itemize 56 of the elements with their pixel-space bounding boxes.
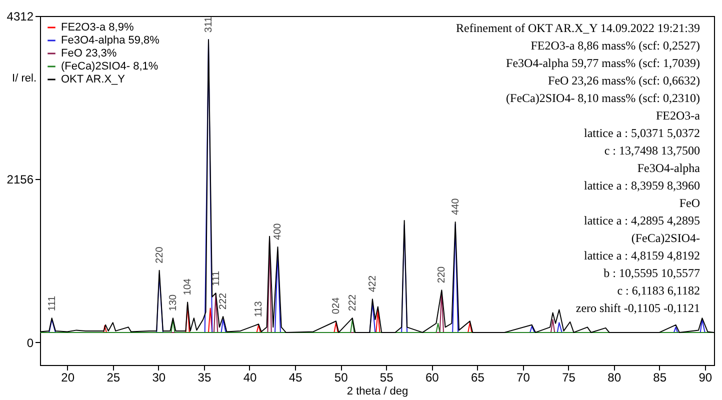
annotation: (FeCa)2SIO4- xyxy=(631,231,700,245)
y-tick-label: 2156 xyxy=(6,172,34,187)
y-tick-label: 4312 xyxy=(6,10,34,24)
y-tick-label: 0 xyxy=(26,336,34,350)
annotation: lattice a : 5,0371 5,0372 xyxy=(584,126,700,140)
legend-label: FeO 23,3% xyxy=(61,48,117,60)
annotation: 440 xyxy=(450,198,462,215)
x-tick-label: 35 xyxy=(198,370,212,384)
annotation: 024 xyxy=(331,296,342,314)
annotation: 130 xyxy=(168,294,179,312)
annotation: 220 xyxy=(154,246,166,264)
annotation: 113 xyxy=(254,300,265,318)
annotation: 220 xyxy=(436,266,448,284)
annotation: c : 13,7498 13,7500 xyxy=(604,144,700,158)
annotation: 111 xyxy=(210,270,222,286)
y-axis-title: I/ rel. xyxy=(12,72,36,84)
x-tick-label: 20 xyxy=(61,370,75,384)
legend-label: FE2O3-a 8,9% xyxy=(61,22,134,34)
x-axis-title: 2 theta / deg xyxy=(346,386,408,398)
annotation: lattice a : 4,2895 4,2895 xyxy=(584,214,700,228)
annotation: 422 xyxy=(367,275,378,292)
annotation: Fe3O4-alpha 59,77 mass% (scf: 1,7039) xyxy=(506,56,700,70)
annotation: b : 10,5595 10,5577 xyxy=(604,266,700,280)
x-tick-label: 45 xyxy=(288,370,303,384)
x-tick-label: 30 xyxy=(152,370,166,384)
legend-label: (FeCa)2SIO4- 8,1% xyxy=(61,60,158,72)
x-tick-label: 50 xyxy=(334,370,348,384)
x-tick-label: 25 xyxy=(106,370,120,384)
annotation: 111 xyxy=(46,295,58,312)
x-tick-label: 90 xyxy=(698,370,712,384)
annotation: lattice a : 4,8159 4,8192 xyxy=(584,248,700,262)
annotation: FeO 23,26 mass% (scf: 0,6632) xyxy=(548,74,700,88)
annotation: Fe3O4-alpha xyxy=(637,161,701,175)
annotation: lattice a : 8,3959 8,3960 xyxy=(584,178,700,192)
annotation: 104 xyxy=(182,278,194,296)
annotation: 400 xyxy=(272,222,284,240)
legend-label: OKT AR.X_Y xyxy=(61,74,126,86)
annotation: 222 xyxy=(218,292,230,310)
x-tick-label: 40 xyxy=(243,370,257,384)
x-tick-label: 60 xyxy=(425,370,440,384)
x-tick-label: 55 xyxy=(380,370,394,384)
x-tick-label: 80 xyxy=(608,370,622,384)
legend-label: Fe3O4-alpha 59,8% xyxy=(61,34,160,46)
annotation: FE2O3-a xyxy=(656,108,701,122)
x-tick-label: 85 xyxy=(653,370,667,384)
annotation: FeO xyxy=(679,196,700,210)
annotation: zero shift -0,1105 -0,1121 xyxy=(576,301,700,315)
annotation: FE2O3-a 8,86 mass% (scf: 0,2527) xyxy=(530,38,700,52)
x-tick-label: 75 xyxy=(562,370,576,384)
x-tick-label: 70 xyxy=(516,370,530,384)
annotation: 222 xyxy=(347,294,358,312)
x-tick-label: 65 xyxy=(471,370,485,384)
annotation: 311 xyxy=(204,16,214,33)
annotation: c : 6,1183 6,1182 xyxy=(617,284,700,298)
annotation: Refinement of OKT AR.X_Y 14.09.2022 19:21:39 xyxy=(456,21,700,35)
annotation: (FeCa)2SIO4- 8,10 mass% (scf: 0,2310) xyxy=(506,91,700,105)
